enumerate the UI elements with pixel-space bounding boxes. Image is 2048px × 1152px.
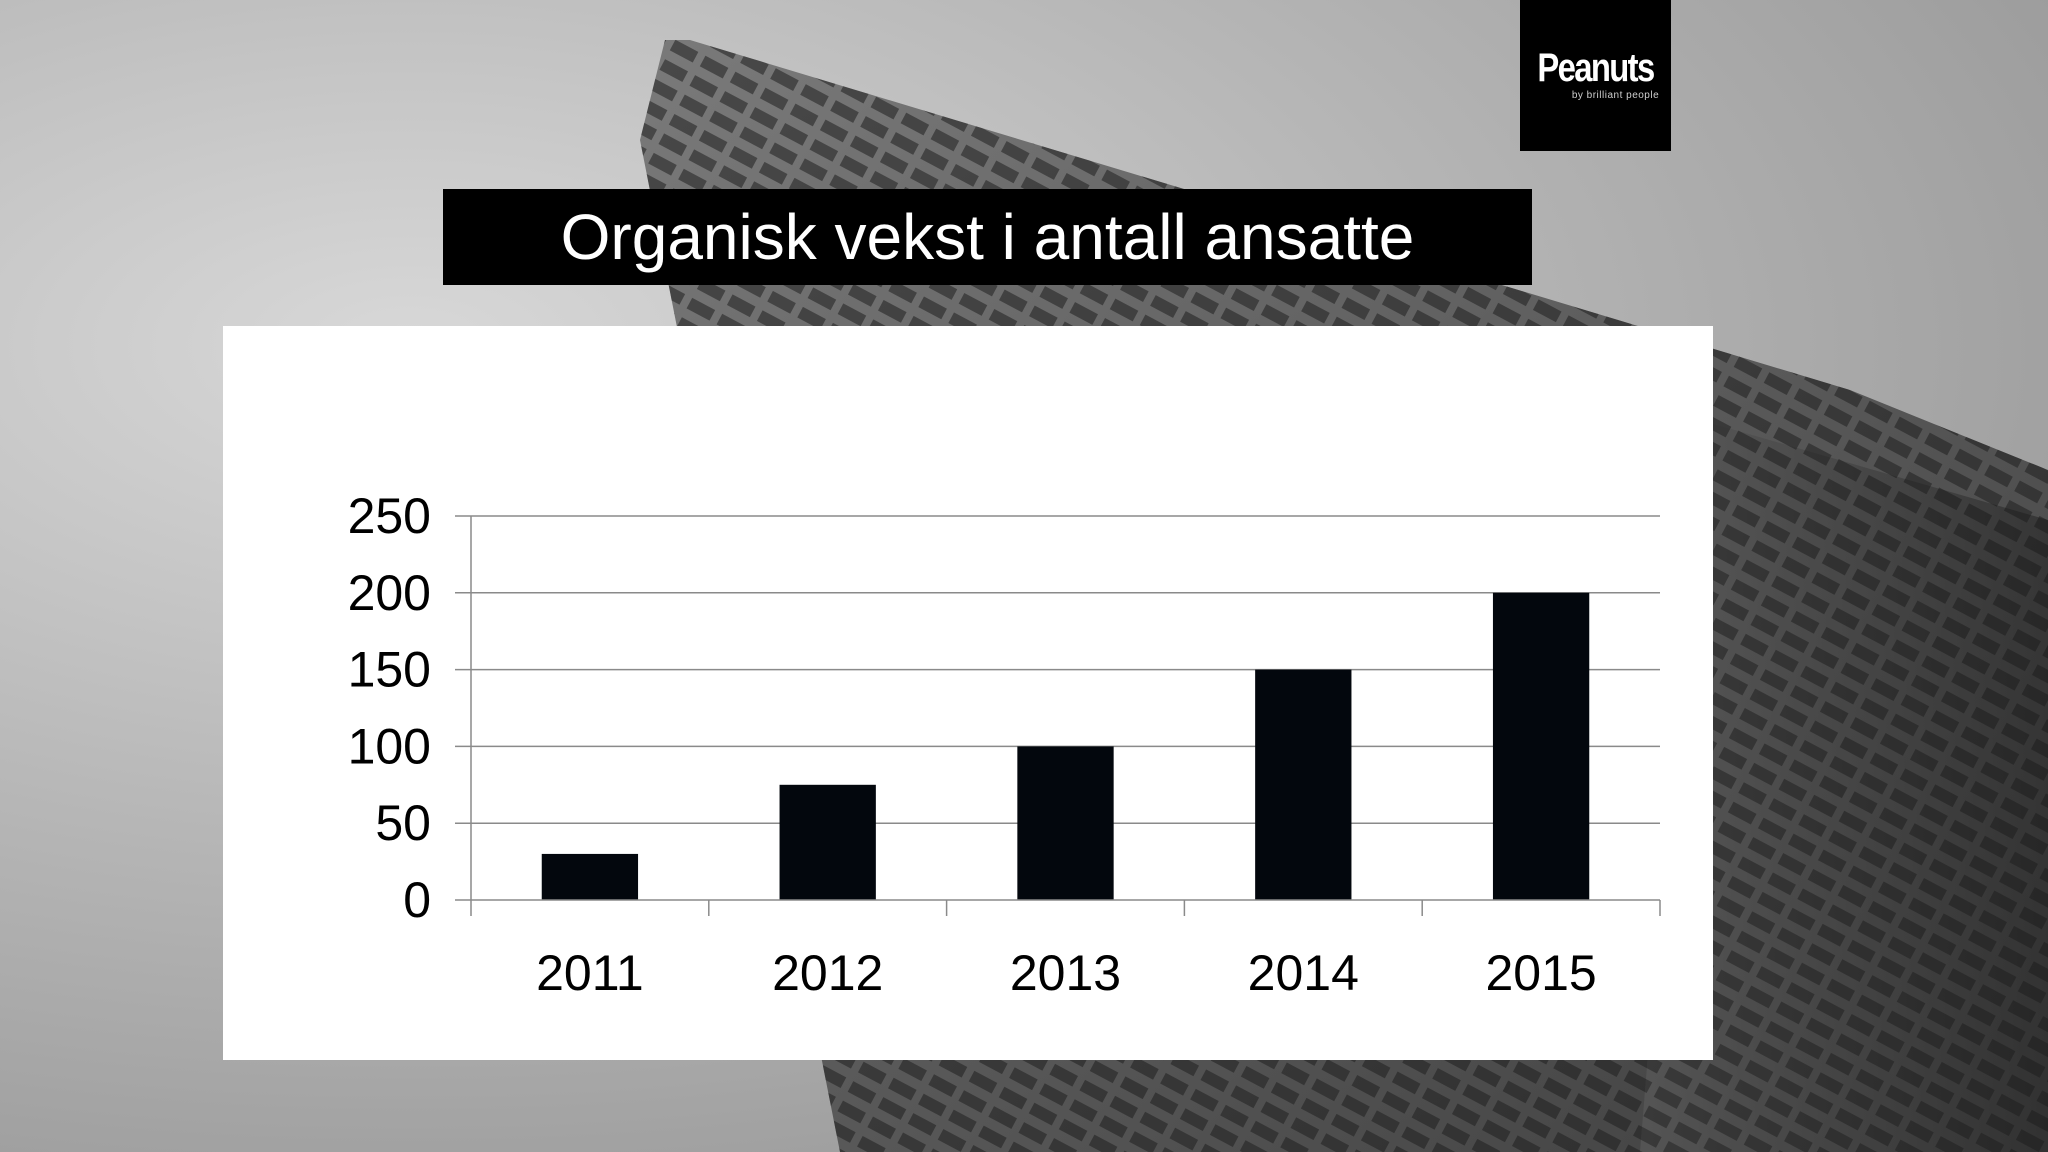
y-tick-label-0: 0 — [403, 872, 431, 928]
y-tick-labels: 0 50 100 150 200 250 — [348, 488, 431, 928]
peanuts-logo: Peanuts by brilliant people — [1520, 0, 1671, 151]
bar-2014 — [1255, 669, 1352, 900]
bar-2013 — [1017, 746, 1114, 900]
x-tick-label-2015: 2015 — [1485, 945, 1596, 1001]
logo-wordmark: Peanuts — [1537, 46, 1655, 90]
bar-2012 — [779, 784, 876, 900]
x-tick-label-2014: 2014 — [1248, 945, 1359, 1001]
bar-2011 — [541, 853, 639, 900]
chart-panel: 0 50 100 150 200 250 2011 2012 2013 2014 2015 — [223, 326, 1713, 1060]
slide-title: Organisk vekst i antall ansatte — [560, 201, 1415, 273]
x-tick-labels: 2011 2012 2013 2014 2015 — [536, 945, 1597, 1001]
bars — [541, 592, 1590, 900]
y-tick-label-150: 150 — [348, 642, 431, 698]
bar-chart: 0 50 100 150 200 250 2011 2012 2013 2014 2015 — [348, 488, 1661, 1001]
x-tick-label-2013: 2013 — [1010, 945, 1121, 1001]
slide-title-bar: Organisk vekst i antall ansatte — [443, 189, 1532, 285]
y-tick-label-50: 50 — [375, 795, 431, 851]
bar-2015 — [1492, 592, 1590, 900]
y-tick-label-100: 100 — [348, 718, 431, 774]
x-tick-label-2012: 2012 — [772, 945, 883, 1001]
y-tick-label-250: 250 — [348, 488, 431, 544]
x-tick-label-2011: 2011 — [536, 945, 644, 1001]
logo-tagline: by brilliant people — [1571, 90, 1660, 101]
x-axis — [455, 516, 1661, 916]
y-tick-label-200: 200 — [348, 565, 431, 621]
